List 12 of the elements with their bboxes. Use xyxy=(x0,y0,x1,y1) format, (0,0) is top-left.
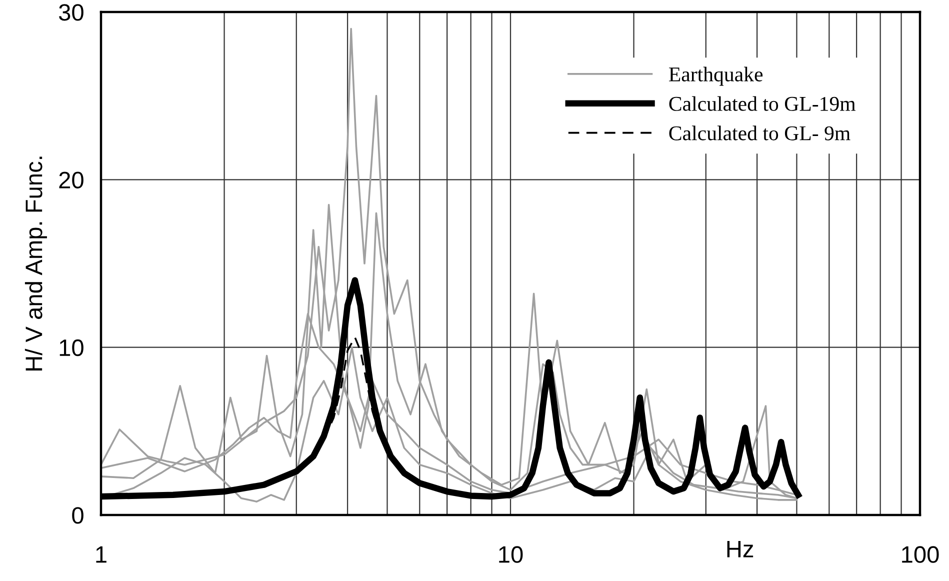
y-tick-label: 30 xyxy=(58,4,84,21)
y-tick-label: 10 xyxy=(60,339,84,356)
x-tick-label: 1 xyxy=(96,546,106,563)
y-tick-label: 20 xyxy=(59,172,84,188)
x-axis-title: Hz xyxy=(727,541,754,558)
x-tick-label: 10 xyxy=(499,546,523,563)
x-tick-label: 100 xyxy=(902,546,939,563)
y-axis-title: H/ V and Amp. Func. xyxy=(24,156,47,370)
legend-label: Calculated to GL-19m xyxy=(669,96,856,111)
y-tick-label: 0 xyxy=(72,507,84,524)
legend-label: Earthquake xyxy=(668,66,763,86)
legend-label: Calculated to GL- 9m xyxy=(669,126,850,140)
